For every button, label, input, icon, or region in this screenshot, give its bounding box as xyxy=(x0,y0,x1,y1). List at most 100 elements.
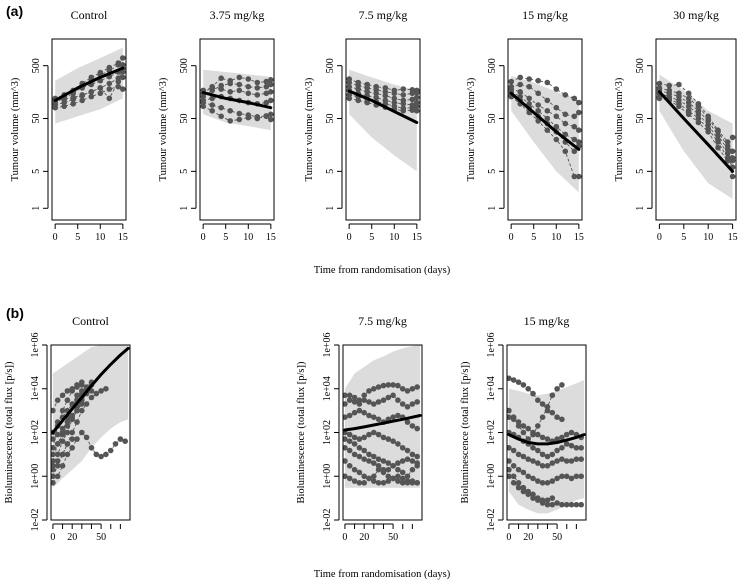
data-point xyxy=(371,460,377,466)
data-point xyxy=(355,86,362,92)
data-point xyxy=(366,451,372,458)
data-point xyxy=(571,113,578,120)
data-point xyxy=(729,173,736,180)
data-point xyxy=(414,425,421,432)
plot-frame xyxy=(655,38,737,221)
x-tick-label: 10 xyxy=(95,232,105,243)
data-point xyxy=(54,451,61,458)
data-point xyxy=(562,111,569,118)
x-tick-label: 0 xyxy=(657,232,662,243)
data-point xyxy=(79,388,85,394)
data-point xyxy=(395,473,401,480)
data-point xyxy=(366,431,372,438)
x-tick-label: 15 xyxy=(118,232,128,243)
x-tick-label: 5 xyxy=(681,232,686,243)
plot-title: Control xyxy=(72,314,109,328)
data-point xyxy=(268,89,274,95)
data-point xyxy=(254,85,261,91)
data-point xyxy=(366,458,372,464)
x-tick-label: 20 xyxy=(523,532,533,543)
data-point xyxy=(88,445,95,451)
data-point xyxy=(375,463,382,469)
data-point xyxy=(218,104,224,111)
data-point xyxy=(571,136,578,143)
data-point xyxy=(83,434,90,441)
data-point xyxy=(209,108,215,114)
x-tick-label: 5 xyxy=(223,232,228,243)
data-point xyxy=(115,75,122,81)
data-point xyxy=(103,386,109,392)
data-point xyxy=(346,392,353,399)
data-point xyxy=(64,429,71,436)
data-point xyxy=(535,478,541,484)
data-point xyxy=(549,501,556,508)
data-point xyxy=(382,85,389,91)
data-point xyxy=(404,447,411,454)
data-point xyxy=(51,407,56,414)
data-point xyxy=(525,456,531,463)
data-point xyxy=(364,89,371,95)
data-point xyxy=(539,480,546,486)
data-point xyxy=(729,157,736,164)
data-point xyxy=(544,115,551,122)
data-point xyxy=(69,429,75,436)
data-point xyxy=(520,423,527,429)
data-point xyxy=(64,397,71,404)
data-point xyxy=(414,89,420,96)
data-point xyxy=(520,382,527,388)
x-tick-label: 15 xyxy=(728,232,738,243)
x-tick-label: 10 xyxy=(551,232,561,243)
data-point xyxy=(356,401,363,407)
data-point xyxy=(346,463,353,469)
data-point xyxy=(380,469,387,476)
data-point xyxy=(539,451,546,458)
data-point xyxy=(568,475,575,482)
data-point xyxy=(395,466,401,473)
data-point xyxy=(507,375,512,382)
data-point xyxy=(510,473,517,480)
y-tick-label: 50 xyxy=(31,114,42,124)
data-point xyxy=(695,111,702,118)
data-point xyxy=(371,453,377,460)
data-point xyxy=(380,434,387,441)
data-point xyxy=(373,90,380,97)
data-point xyxy=(79,429,85,436)
data-point xyxy=(399,401,406,407)
data-point xyxy=(64,451,71,458)
data-point xyxy=(553,86,560,92)
data-point xyxy=(535,460,541,466)
data-point xyxy=(656,80,663,87)
data-point xyxy=(724,150,731,157)
y-tick-label: 5 xyxy=(635,169,646,174)
data-point xyxy=(395,441,401,447)
data-point xyxy=(553,104,560,111)
data-point xyxy=(563,431,570,438)
data-point xyxy=(356,407,363,414)
y-tick-label: 500 xyxy=(487,58,498,73)
data-point xyxy=(88,93,95,100)
y-tick-label: 1e+00 xyxy=(30,464,41,489)
data-point xyxy=(209,95,215,102)
data-point xyxy=(227,80,233,87)
prediction-band xyxy=(508,380,585,514)
plot-title: Control xyxy=(71,8,108,22)
data-point xyxy=(390,414,396,421)
data-point xyxy=(544,436,551,442)
data-point xyxy=(525,488,531,495)
data-point xyxy=(371,414,377,421)
data-point xyxy=(120,86,126,92)
data-point xyxy=(526,101,532,107)
data-point xyxy=(554,458,560,464)
data-point xyxy=(544,463,551,469)
data-point xyxy=(364,99,371,106)
data-point xyxy=(544,453,551,460)
x-tick-label: 10 xyxy=(243,232,253,243)
data-point xyxy=(375,399,382,405)
data-point xyxy=(571,123,578,130)
data-point xyxy=(573,473,580,480)
data-point xyxy=(79,379,85,386)
y-tick-label: 1e-02 xyxy=(322,509,333,532)
data-point xyxy=(366,412,372,419)
plot-title: 30 mg/kg xyxy=(673,8,719,22)
